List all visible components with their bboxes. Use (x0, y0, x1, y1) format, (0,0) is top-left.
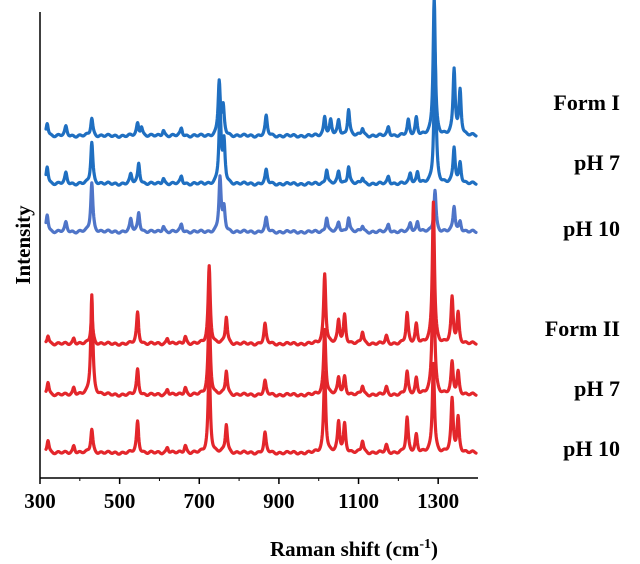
spectrum-line-form-ii-form-ii (44, 200, 478, 347)
series-label: Form I (553, 90, 620, 115)
series-label: pH 10 (563, 436, 620, 461)
x-axis-title-text: Raman shift (cm (270, 537, 420, 561)
series-label: pH 7 (574, 376, 620, 401)
series-label: pH 7 (574, 150, 620, 175)
spectrum-line-form-i-ph-7 (44, 50, 478, 187)
spectrum-line-form-ii-ph-7 (44, 244, 478, 398)
x-tick-label: 1100 (338, 489, 379, 513)
x-tick-label: 300 (24, 489, 56, 513)
x-ticks: 300 500 700 900 1100 1300 (24, 478, 459, 513)
spectrum-line-form-i-ph-10 (44, 174, 478, 235)
spectrum-line-form-ii-ph-10 (44, 361, 478, 456)
x-axis-title-close: ) (431, 537, 438, 561)
x-tick-label: 900 (263, 489, 295, 513)
x-tick-label: 700 (184, 489, 216, 513)
x-tick-label: 1300 (417, 489, 459, 513)
spectrum-line-form-i-form-i (44, 0, 478, 139)
x-axis-title-superscript: -1 (419, 537, 431, 552)
series-labels: Form I pH 7 pH 10 Form II pH 7 pH 10 (545, 90, 620, 461)
axes: 300 500 700 900 1100 1300 (24, 12, 478, 513)
series-label: Form II (545, 316, 620, 341)
y-axis-title: Intensity (11, 205, 35, 285)
x-tick-label: 500 (104, 489, 136, 513)
spectra-traces (44, 0, 478, 456)
series-label: pH 10 (563, 216, 620, 241)
x-axis-title: Raman shift (cm-1) (270, 537, 438, 561)
